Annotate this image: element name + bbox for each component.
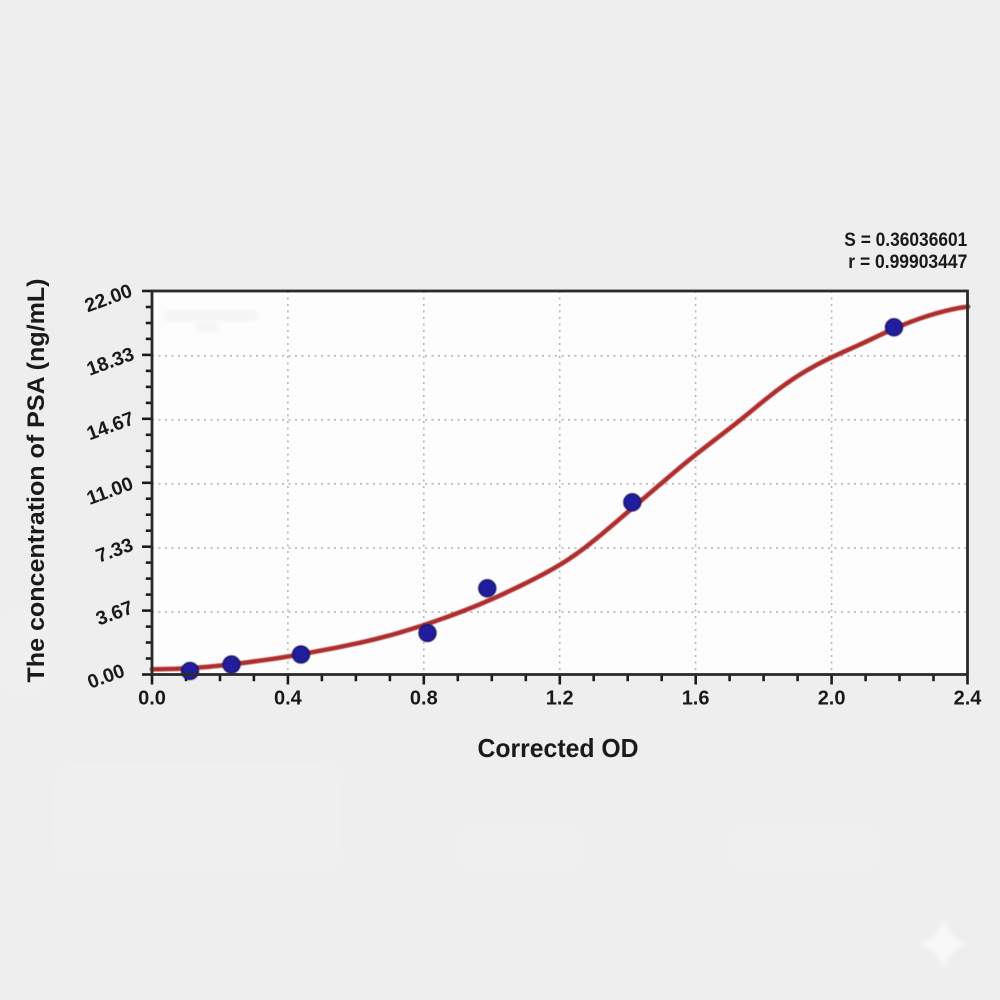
svg-text:0.4: 0.4 bbox=[274, 688, 303, 710]
svg-text:2.4: 2.4 bbox=[954, 688, 983, 710]
svg-text:S = 0.36036601: S = 0.36036601 bbox=[844, 229, 967, 251]
svg-text:0.0: 0.0 bbox=[138, 688, 166, 710]
svg-text:1.6: 1.6 bbox=[682, 688, 710, 710]
svg-text:0.8: 0.8 bbox=[410, 688, 438, 710]
svg-text:Corrected OD: Corrected OD bbox=[478, 733, 639, 763]
svg-text:2.0: 2.0 bbox=[818, 688, 846, 710]
svg-text:r = 0.99903447: r = 0.99903447 bbox=[848, 251, 967, 273]
svg-text:The concentration of PSA (ng/m: The concentration of PSA (ng/mL) bbox=[23, 279, 50, 683]
svg-text:1.2: 1.2 bbox=[546, 688, 574, 710]
